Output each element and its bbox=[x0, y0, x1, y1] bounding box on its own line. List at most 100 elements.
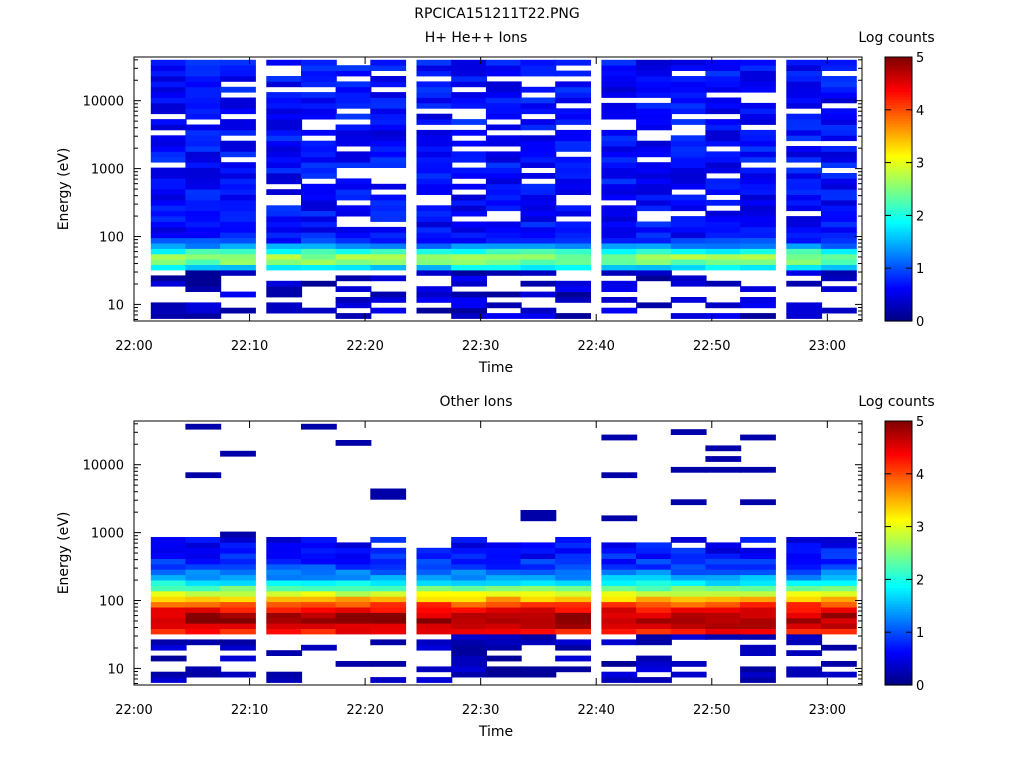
colorbar-band bbox=[885, 138, 912, 143]
heatmap-cell bbox=[555, 119, 591, 125]
heatmap-cell bbox=[520, 569, 557, 576]
heatmap-cell bbox=[266, 156, 303, 163]
heatmap-cell bbox=[601, 307, 638, 314]
heatmap-cell bbox=[636, 639, 672, 646]
heatmap-cell bbox=[220, 167, 256, 174]
heatmap-cell bbox=[150, 194, 187, 201]
heatmap-cell bbox=[266, 81, 303, 88]
heatmap-cell bbox=[601, 558, 638, 565]
colorbar-band bbox=[885, 584, 912, 588]
x-tick-label: 22:30 bbox=[462, 339, 499, 354]
colorbar-band bbox=[885, 181, 912, 185]
heatmap-cell bbox=[670, 429, 707, 435]
colorbar-band bbox=[885, 247, 912, 251]
heatmap-cell bbox=[555, 226, 591, 233]
heatmap-cell bbox=[185, 617, 222, 624]
heatmap-cell bbox=[520, 70, 557, 77]
heatmap-cell bbox=[301, 248, 337, 255]
x-axis-label: Time bbox=[478, 360, 513, 376]
heatmap-cell bbox=[451, 580, 487, 586]
x-tick-label: 22:20 bbox=[346, 339, 383, 354]
heatmap-cell bbox=[451, 628, 487, 635]
heatmap-cell bbox=[555, 617, 591, 624]
heatmap-cell bbox=[601, 585, 638, 592]
heatmap-cell bbox=[150, 259, 187, 265]
heatmap-cell bbox=[451, 280, 487, 287]
heatmap-cell bbox=[670, 569, 707, 576]
heatmap-cell bbox=[636, 76, 672, 82]
heatmap-cell bbox=[705, 97, 742, 104]
heatmap-cell bbox=[786, 259, 823, 265]
colorbar-band bbox=[885, 436, 912, 441]
colorbar-tick-label: 3 bbox=[916, 157, 924, 172]
colorbar-band bbox=[885, 136, 912, 140]
heatmap-cell bbox=[266, 590, 303, 597]
heatmap-cell bbox=[220, 596, 256, 603]
colorbar-band bbox=[885, 508, 912, 512]
heatmap-cell bbox=[451, 264, 487, 271]
heatmap-cell bbox=[185, 472, 222, 479]
heatmap-cell bbox=[786, 558, 823, 565]
colorbar-band bbox=[885, 489, 912, 493]
heatmap-cell bbox=[670, 59, 707, 66]
heatmap-cell bbox=[670, 574, 707, 581]
colorbar-band bbox=[885, 152, 912, 156]
heatmap-cell bbox=[220, 124, 256, 131]
heatmap-cell bbox=[555, 205, 591, 212]
heatmap-cell bbox=[670, 623, 707, 629]
heatmap-cell bbox=[601, 596, 638, 603]
heatmap-cell bbox=[266, 259, 303, 265]
colorbar-band bbox=[885, 603, 912, 607]
heatmap-cell bbox=[786, 607, 823, 613]
heatmap-cell bbox=[335, 661, 372, 667]
colorbar-band bbox=[885, 286, 912, 290]
heatmap-cell bbox=[185, 237, 222, 244]
heatmap-cell bbox=[416, 65, 453, 71]
heatmap-cell bbox=[520, 671, 557, 678]
heatmap-cell bbox=[555, 189, 591, 195]
heatmap-cell bbox=[740, 297, 776, 303]
heatmap-cell bbox=[416, 113, 453, 120]
colorbar-band bbox=[885, 101, 912, 106]
heatmap-cell bbox=[636, 189, 672, 195]
colorbar-band bbox=[885, 587, 912, 591]
heatmap-cell bbox=[416, 628, 453, 635]
colorbar-band bbox=[885, 146, 912, 150]
heatmap-cell bbox=[740, 178, 776, 185]
heatmap-cell bbox=[786, 86, 823, 93]
heatmap-cell bbox=[370, 307, 407, 314]
heatmap-cell bbox=[821, 205, 857, 212]
colorbar-band bbox=[885, 130, 912, 135]
heatmap-cell bbox=[416, 286, 453, 292]
heatmap-cell bbox=[301, 81, 337, 88]
heatmap-cell bbox=[301, 167, 337, 174]
heatmap-cell bbox=[520, 151, 557, 158]
heatmap-cell bbox=[485, 639, 522, 646]
heatmap-cell bbox=[370, 183, 407, 190]
heatmap-cell bbox=[601, 671, 638, 678]
heatmap-cell bbox=[370, 156, 407, 163]
heatmap-cell bbox=[601, 59, 638, 66]
colorbar-band bbox=[885, 167, 912, 172]
heatmap-cell bbox=[266, 216, 303, 222]
heatmap-cell bbox=[451, 275, 487, 282]
heatmap-cell bbox=[416, 270, 453, 276]
heatmap-cell bbox=[150, 596, 187, 603]
heatmap-cell bbox=[555, 280, 591, 287]
heatmap-cell bbox=[150, 70, 187, 77]
heatmap-cell bbox=[370, 596, 407, 603]
heatmap-cell bbox=[636, 226, 672, 233]
heatmap-cell bbox=[705, 596, 742, 603]
colorbar-band bbox=[885, 262, 912, 267]
heatmap-cell bbox=[220, 612, 256, 619]
heatmap-cell bbox=[786, 65, 823, 71]
heatmap-cell bbox=[485, 264, 522, 271]
heatmap-cell bbox=[555, 70, 591, 77]
heatmap-cell bbox=[601, 264, 638, 271]
heatmap-cell bbox=[636, 221, 672, 228]
colorbar-band bbox=[885, 99, 912, 103]
heatmap-cell bbox=[301, 590, 337, 597]
heatmap-cell bbox=[220, 628, 256, 635]
heatmap-cell bbox=[185, 596, 222, 603]
heatmap-cell bbox=[451, 97, 487, 104]
